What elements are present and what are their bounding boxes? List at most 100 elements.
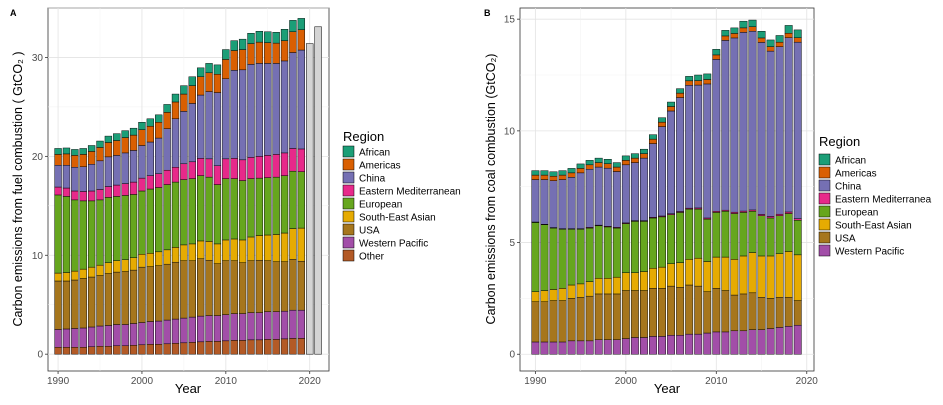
bar-china-1993 <box>559 180 566 229</box>
bar-european-2000 <box>622 224 629 273</box>
bar-south-east-asian-2016 <box>273 235 280 262</box>
y-tick-label: 10 <box>32 251 44 262</box>
bar-americas-1990 <box>55 154 62 165</box>
bar-south-east-asian-2002 <box>640 272 647 291</box>
bar-usa-2008 <box>695 286 702 334</box>
bar-south-east-asian-1995 <box>97 265 104 275</box>
legend-swatch-china <box>343 172 354 183</box>
bar-south-east-asian-2003 <box>649 268 656 288</box>
bar-usa-2019 <box>794 301 801 326</box>
bar-european-2014 <box>749 211 756 252</box>
bar-western-pacific-2010 <box>222 315 229 341</box>
bar-china-2017 <box>281 61 288 153</box>
bar-china-2006 <box>676 98 683 212</box>
bar-african-2005 <box>180 86 187 94</box>
bar-western-pacific-2004 <box>172 319 179 343</box>
bar-african-2008 <box>695 75 702 81</box>
bar-african-2003 <box>164 104 171 112</box>
legend-swatch-african <box>343 146 354 157</box>
bar-south-east-asian-1992 <box>71 271 78 280</box>
x-tick-label: 2000 <box>615 376 638 387</box>
bar-eastern-mediterranea-2019 <box>794 219 801 221</box>
bar-eastern-mediterranean-2000 <box>139 178 146 191</box>
bar-eastern-mediterranean-2003 <box>164 170 171 184</box>
bar-western-pacific-2015 <box>264 312 271 340</box>
bar-china-2004 <box>172 119 179 167</box>
bar-other-2018 <box>289 338 296 354</box>
bar-african-2012 <box>731 28 738 34</box>
bar-european-2005 <box>180 180 187 245</box>
x-tick-label: 1990 <box>47 376 70 387</box>
bar-african-2014 <box>256 31 263 42</box>
bar-eastern-mediterranean-2011 <box>231 158 238 178</box>
bar-eastern-mediterranean-2001 <box>147 176 154 189</box>
bar-usa-2007 <box>197 259 204 316</box>
bar-western-pacific-2013 <box>740 331 747 354</box>
bar-south-east-asian-2012 <box>239 240 246 263</box>
bar-usa-1997 <box>595 294 602 340</box>
bar-china-1999 <box>613 172 620 228</box>
bar-western-pacific-2009 <box>704 333 711 354</box>
bar-china-2016 <box>767 51 774 216</box>
x-tick-label: 2010 <box>215 376 238 387</box>
bar-european-2008 <box>695 209 702 258</box>
bar-african-2006 <box>189 77 196 86</box>
bar-other-2006 <box>189 342 196 354</box>
bar-usa-1990 <box>532 302 539 342</box>
bar-western-pacific-2016 <box>273 312 280 340</box>
bar-china-2006 <box>189 103 196 161</box>
bar-south-east-asian-2014 <box>749 253 756 293</box>
bar-south-east-asian-2012 <box>731 259 738 295</box>
bar-usa-2013 <box>248 261 255 313</box>
bar-china-2019 <box>794 42 801 218</box>
legend-label-western-pacific: Western Pacific <box>359 239 428 250</box>
bar-eastern-mediterranean-2013 <box>248 157 255 178</box>
bar-other-1990 <box>55 347 62 354</box>
bar-african-2010 <box>222 50 229 60</box>
bar-western-pacific-2013 <box>248 313 255 340</box>
bar-western-pacific-2015 <box>758 330 765 355</box>
bar-european-2002 <box>155 188 162 252</box>
bar-usa-2011 <box>722 291 729 332</box>
legend-swatch-south-east-asian <box>343 211 354 222</box>
bar-americas-1998 <box>604 164 611 168</box>
bar-eastern-mediterranean-1999 <box>130 182 137 194</box>
bar-european-2011 <box>722 211 729 257</box>
bar-african-2017 <box>281 29 288 40</box>
bar-western-pacific-2018 <box>289 310 296 338</box>
bar-china-2014 <box>749 31 756 210</box>
bar-south-east-asian-2013 <box>248 237 255 261</box>
bar-china-2019 <box>298 50 305 149</box>
legend-swatch-eastern-mediterranea <box>819 193 830 204</box>
bar-western-pacific-2011 <box>231 314 238 341</box>
x-tick-label: 1990 <box>524 376 547 387</box>
bar-eastern-mediterranea-2016 <box>767 216 774 218</box>
bar-china-1996 <box>105 157 112 187</box>
bar-usa-2000 <box>139 267 146 322</box>
bar-americas-2011 <box>231 51 238 71</box>
bar-americas-2016 <box>767 47 774 51</box>
bar-usa-2014 <box>749 293 756 330</box>
bar-china-2007 <box>685 85 692 208</box>
bar-south-east-asian-1997 <box>595 278 602 294</box>
bar-south-east-asian-2006 <box>676 263 683 288</box>
bar-china-2011 <box>231 70 238 158</box>
legend-label-african: African <box>359 148 390 159</box>
bar-usa-1998 <box>604 294 611 340</box>
bar-americas-2003 <box>649 139 656 143</box>
bar-china-2002 <box>155 138 162 174</box>
bar-african-2000 <box>139 122 146 129</box>
bar-african-1999 <box>613 163 620 167</box>
bar-european-2007 <box>197 176 204 241</box>
bar-african-1994 <box>88 145 95 151</box>
bar-americas-1990 <box>532 175 539 179</box>
legend-label-south-east-asian: South-East Asian <box>835 221 912 232</box>
bar-western-pacific-1995 <box>577 341 584 354</box>
bar-usa-2009 <box>704 292 711 333</box>
bar-western-pacific-1993 <box>80 328 87 347</box>
bar-african-2016 <box>273 32 280 43</box>
bar-european-2009 <box>214 185 221 244</box>
bar-americas-2003 <box>164 112 171 128</box>
bar-other-2010 <box>222 341 229 354</box>
y-axis-title-b: Carbon emissions from coal combustion (G… <box>484 54 498 325</box>
